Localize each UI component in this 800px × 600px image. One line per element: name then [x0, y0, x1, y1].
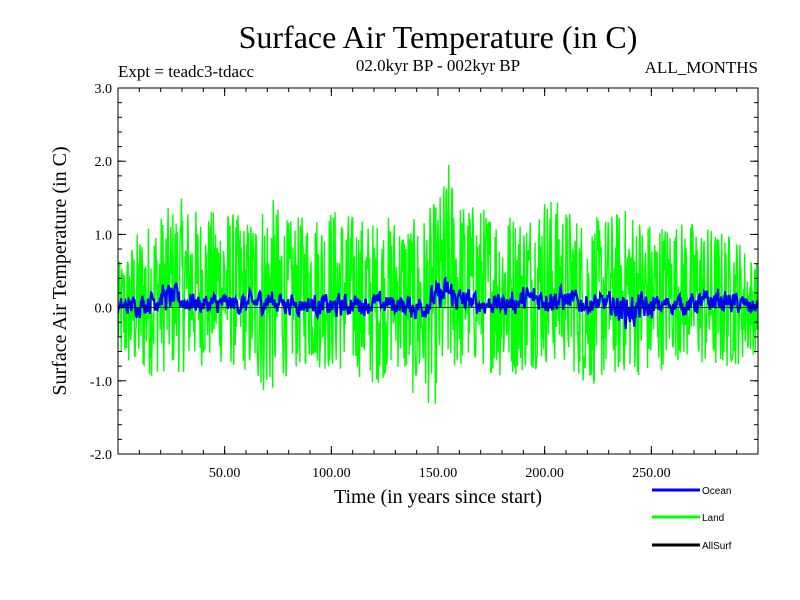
legend-item-land: Land — [652, 513, 724, 524]
x-tick-label: 50.00 — [209, 466, 241, 481]
time-range-label: 02.0kyr BP - 002kyr BP — [356, 56, 520, 75]
y-tick-label: -1.0 — [90, 375, 112, 390]
y-tick-label: 1.0 — [95, 228, 113, 243]
chart-title: Surface Air Temperature (in C) — [239, 19, 638, 55]
plot-area: -2.0 -1.0 0.0 1.0 2.0 3.0 50.00 100.00 150.00 200… — [90, 82, 759, 481]
experiment-label: Expt = teadc3-tdacc — [118, 62, 255, 81]
months-label: ALL_MONTHS — [645, 58, 758, 77]
x-tick-label: 200.00 — [525, 466, 564, 481]
x-axis-label: Time (in years since start) — [334, 486, 542, 508]
series-line-land — [118, 164, 758, 404]
y-axis-label: Surface Air Temperature (in C) — [49, 146, 71, 395]
y-tick-label: -2.0 — [90, 448, 112, 463]
series-line-ocean — [118, 275, 758, 330]
legend-item-ocean: Ocean — [652, 486, 731, 497]
legend-label-land: Land — [702, 513, 724, 524]
legend: Ocean Land AllSurf — [652, 486, 732, 552]
legend-label-allsurf: AllSurf — [702, 541, 732, 552]
legend-item-allsurf: AllSurf — [652, 541, 732, 552]
y-tick-label: 3.0 — [95, 82, 113, 97]
series-layer — [118, 164, 758, 404]
y-tick-label: 2.0 — [95, 155, 113, 170]
x-tick-label: 100.00 — [312, 466, 351, 481]
x-tick-label: 250.00 — [632, 466, 671, 481]
x-tick-label: 150.00 — [419, 466, 458, 481]
axis-ticks: -2.0 -1.0 0.0 1.0 2.0 3.0 50.00 100.00 150.00 200… — [90, 82, 758, 481]
legend-label-ocean: Ocean — [702, 486, 731, 497]
y-tick-label: 0.0 — [95, 302, 113, 317]
